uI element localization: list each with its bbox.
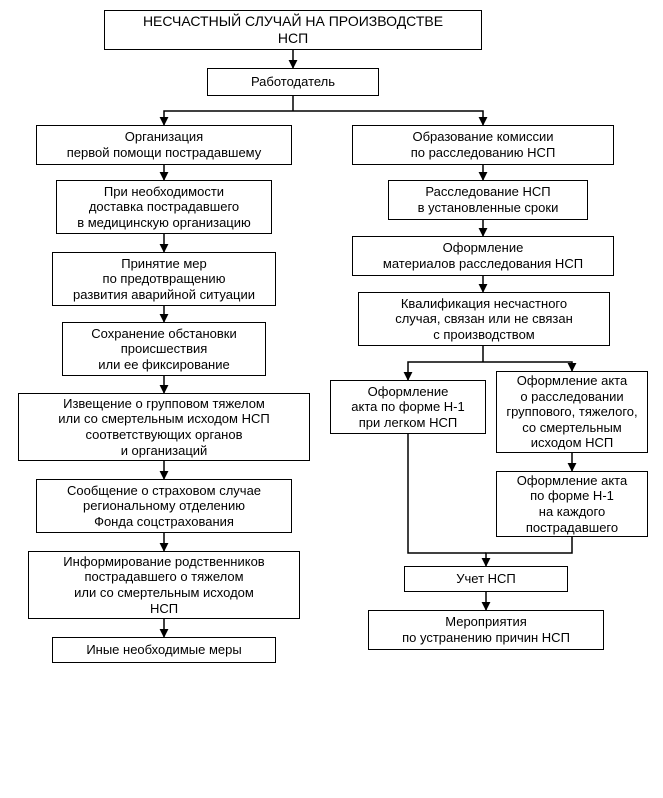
node-r4: Квалификация несчастногослучая, связан и…	[358, 292, 610, 346]
node-l1: Организацияпервой помощи пострадавшему	[36, 125, 292, 165]
node-employer: Работодатель	[207, 68, 379, 96]
node-rB: Оформление актао расследованиигруппового…	[496, 371, 648, 453]
node-rA: Оформлениеакта по форме Н-1при легком НС…	[330, 380, 486, 434]
node-l4: Сохранение обстановкипроисшествияили ее …	[62, 322, 266, 376]
node-l3: Принятие мерпо предотвращениюразвития ав…	[52, 252, 276, 306]
edge-3	[293, 111, 483, 125]
node-r1: Образование комиссиипо расследованию НСП	[352, 125, 614, 165]
node-l5: Извещение о групповом тяжеломили со смер…	[18, 393, 310, 461]
node-l2: При необходимостидоставка пострадавшегов…	[56, 180, 272, 234]
edge-19	[408, 434, 486, 553]
node-title: НЕСЧАСТНЫЙ СЛУЧАЙ НА ПРОИЗВОДСТВЕНСП	[104, 10, 482, 50]
edge-15	[408, 362, 483, 380]
node-l6: Сообщение о страховом случаерегиональном…	[36, 479, 292, 533]
node-l7: Информирование родственниковпострадавшег…	[28, 551, 300, 619]
edge-18	[486, 537, 572, 566]
flowchart-canvas: НЕСЧАСТНЫЙ СЛУЧАЙ НА ПРОИЗВОДСТВЕНСП Рабо…	[0, 0, 663, 798]
node-r2: Расследование НСПв установленные сроки	[388, 180, 588, 220]
node-l8: Иные необходимые меры	[52, 637, 276, 663]
node-r3: Оформлениематериалов расследования НСП	[352, 236, 614, 276]
node-r6: Мероприятияпо устранению причин НСП	[368, 610, 604, 650]
node-rC: Оформление актапо форме Н-1на каждогопос…	[496, 471, 648, 537]
edge-16	[483, 362, 572, 371]
node-r5: Учет НСП	[404, 566, 568, 592]
edge-2	[164, 111, 293, 125]
